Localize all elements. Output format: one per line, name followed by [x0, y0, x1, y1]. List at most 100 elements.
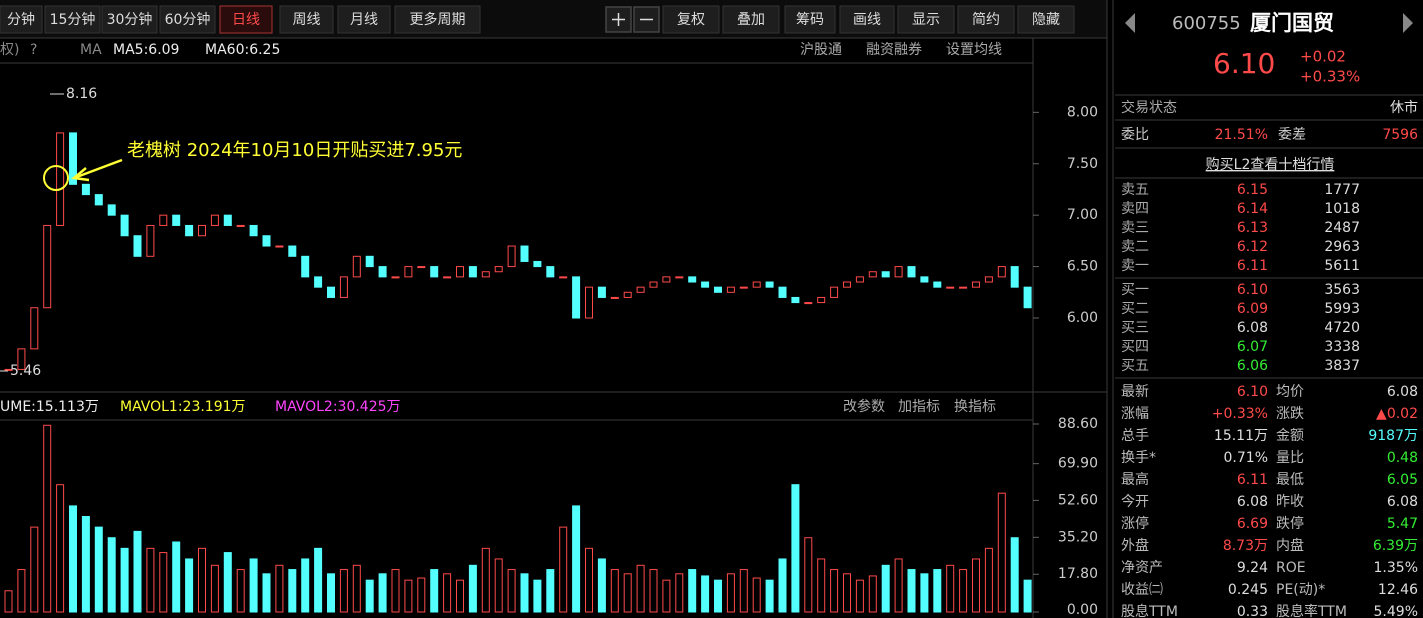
tool-label[interactable]: 简约 [972, 11, 1000, 28]
label: 委差 [1278, 127, 1306, 143]
volume-bar [352, 564, 361, 613]
tab[interactable] [337, 5, 391, 34]
volume-bar [404, 579, 413, 613]
stat-value: 15.11万 [1214, 428, 1268, 444]
prev-arrow[interactable] [1125, 13, 1135, 33]
l2-link[interactable]: 购买L2查看十档行情 [1206, 157, 1335, 173]
volume-bar [275, 564, 284, 613]
stock-name: 厦门国贸 [1250, 11, 1334, 35]
tab[interactable] [394, 5, 481, 34]
quote-label: 卖二 [1121, 239, 1149, 255]
tab-label[interactable]: 更多周期 [410, 11, 466, 28]
tab-label[interactable]: 分钟 [7, 11, 35, 28]
volume-bar [946, 564, 955, 613]
tab-label[interactable]: 周线 [293, 12, 321, 28]
quote-volume: 5611 [1324, 258, 1360, 274]
tab-label[interactable]: 15分钟 [50, 11, 96, 28]
chart-option[interactable]: 换指标 [954, 398, 996, 415]
ma-header: MA5:6.09 [113, 42, 179, 58]
stat-value: 6.11 [1237, 472, 1268, 488]
low-label: 5.46 [10, 363, 41, 379]
tool-button[interactable] [722, 5, 780, 34]
tool-label[interactable]: 隐藏 [1032, 12, 1060, 28]
value: 21.51% [1215, 127, 1268, 143]
tool-button[interactable] [784, 5, 836, 34]
tool-button[interactable] [957, 5, 1015, 34]
tool-button[interactable] [662, 5, 720, 34]
tab[interactable] [279, 5, 334, 34]
volume-bar [636, 564, 645, 613]
volume-bar [81, 516, 90, 613]
candle [597, 286, 606, 298]
stock-code: 600755 [1172, 13, 1241, 34]
volume-bar [17, 569, 26, 613]
tool-label[interactable]: 叠加 [737, 12, 765, 28]
candle [959, 286, 968, 289]
chart-option[interactable]: 改参数 [843, 398, 885, 415]
candle [107, 204, 116, 216]
volume-bar [507, 569, 516, 613]
volume-bar [133, 530, 142, 613]
chart-option[interactable]: 融资融券 [866, 42, 922, 58]
quote-label: 卖四 [1121, 201, 1149, 217]
tool-button[interactable] [1017, 5, 1075, 34]
chart-option[interactable]: 加指标 [898, 399, 940, 415]
tool-label[interactable]: 筹码 [796, 11, 824, 28]
candle [404, 266, 413, 278]
change: +0.02 [1300, 48, 1346, 66]
annotation-circle [43, 165, 69, 191]
tool-label[interactable]: 显示 [912, 12, 940, 28]
tab[interactable] [219, 5, 273, 34]
stat-value: 9187万 [1368, 428, 1418, 444]
volume-bar [30, 526, 39, 613]
tab-label[interactable]: 日线 [232, 12, 260, 28]
quote-price: 6.10 [1237, 282, 1268, 298]
tool-button[interactable] [897, 5, 955, 34]
stat-value: 0.48 [1387, 450, 1418, 466]
stat-value: 0.33 [1237, 604, 1268, 618]
stat-value: 9.24 [1237, 560, 1268, 576]
volume-bar [933, 569, 942, 613]
candle [739, 286, 748, 289]
stat-label: 量比 [1276, 450, 1304, 466]
volume-bar [623, 573, 632, 613]
volume-bar [533, 579, 542, 613]
tool-button[interactable] [839, 5, 895, 34]
candle [868, 271, 877, 278]
candle [236, 224, 245, 227]
stat-label: 净资产 [1121, 560, 1163, 576]
tab[interactable] [159, 5, 216, 34]
candle [249, 224, 258, 237]
quote-volume: 2963 [1324, 239, 1360, 255]
tool-label[interactable]: 画线 [853, 12, 881, 28]
tool-label[interactable]: 复权 [677, 11, 705, 28]
volume-bar [714, 579, 722, 613]
candle [533, 260, 542, 268]
candle [572, 276, 581, 319]
volume-bar [972, 558, 980, 613]
candle [636, 286, 645, 293]
tab-label[interactable]: 30分钟 [107, 11, 153, 28]
candle [443, 276, 452, 279]
zoom-buttons[interactable] [605, 6, 660, 33]
quote-volume: 1777 [1324, 182, 1360, 198]
tab-label[interactable]: 60分钟 [165, 11, 211, 28]
tab[interactable] [44, 5, 101, 34]
candle [172, 214, 181, 226]
y-tick-label: 69.90 [1058, 456, 1098, 472]
volume-bar [56, 484, 65, 613]
volume-bar [301, 558, 310, 613]
candle [894, 266, 903, 278]
stat-label: 内盘 [1276, 537, 1304, 554]
next-arrow[interactable] [1403, 13, 1413, 33]
stat-label: 外盘 [1121, 537, 1149, 554]
volume-bar [94, 526, 103, 613]
quote-price: 6.13 [1237, 220, 1268, 236]
candle [30, 307, 39, 350]
chart-option[interactable]: 设置均线 [946, 42, 1002, 58]
tab-label[interactable]: 月线 [350, 12, 378, 28]
tab[interactable] [0, 5, 43, 34]
chart-option[interactable]: 沪股通 [800, 42, 842, 58]
quote-volume: 2487 [1324, 220, 1360, 236]
tab[interactable] [101, 5, 158, 34]
